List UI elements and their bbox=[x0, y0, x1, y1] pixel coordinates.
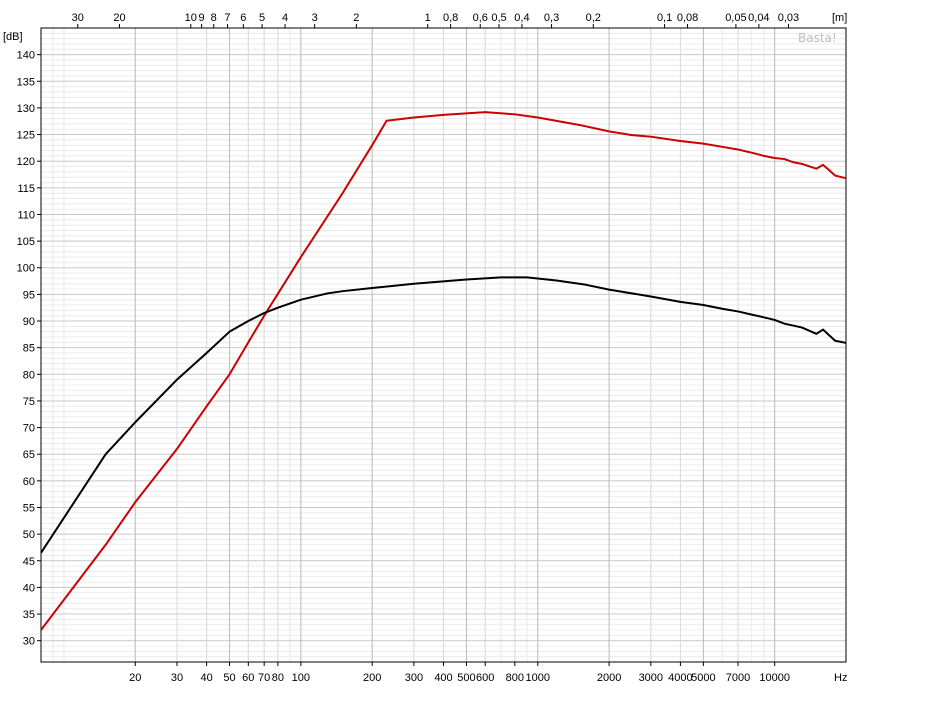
y-tick-label: 95 bbox=[23, 289, 35, 301]
y-tick-label: 110 bbox=[17, 209, 35, 221]
x-tick-label: 40 bbox=[200, 672, 212, 684]
x-tick-label: 50 bbox=[223, 672, 235, 684]
x-unit-label: Hz bbox=[834, 672, 847, 684]
top-tick-label: 0,03 bbox=[778, 12, 799, 24]
top-tick-label: 0,3 bbox=[544, 12, 559, 24]
x-tick-label: 4000 bbox=[668, 672, 692, 684]
top-tick-label: 0,08 bbox=[677, 12, 698, 24]
grid bbox=[40, 28, 847, 663]
y-tick-label: 65 bbox=[23, 449, 35, 461]
top-tick-label: 30 bbox=[72, 12, 84, 24]
y-tick-label: 130 bbox=[17, 103, 35, 115]
y-tick-label: 55 bbox=[23, 502, 35, 514]
x-tick-label: 500 bbox=[457, 672, 475, 684]
top-tick-label: 0,5 bbox=[491, 12, 506, 24]
y-unit-label: [dB] bbox=[3, 31, 23, 43]
x-tick-label: 80 bbox=[272, 672, 284, 684]
top-tick-label: 8 bbox=[211, 12, 217, 24]
top-tick-label: 3 bbox=[312, 12, 318, 24]
x-tick-label: 600 bbox=[476, 672, 494, 684]
top-tick-label: 6 bbox=[240, 12, 246, 24]
labels: [dB] Hz [m] Basta! 303540455055606570758… bbox=[3, 12, 847, 684]
x-tick-label: 100 bbox=[292, 672, 310, 684]
series-line-1 bbox=[41, 276, 846, 554]
top-tick-label: 9 bbox=[199, 12, 205, 24]
series-line-0 bbox=[41, 111, 846, 631]
x-tick-label: 70 bbox=[258, 672, 270, 684]
x-tick-label: 5000 bbox=[691, 672, 715, 684]
y-tick-label: 140 bbox=[17, 50, 35, 62]
top-tick-label: 0,6 bbox=[473, 12, 488, 24]
top-tick-label: 10 bbox=[185, 12, 197, 24]
y-tick-label: 30 bbox=[23, 636, 35, 648]
top-tick-label: 0,04 bbox=[748, 12, 769, 24]
y-tick-label: 120 bbox=[17, 156, 35, 168]
axes bbox=[37, 24, 847, 666]
top-tick-label: 4 bbox=[282, 12, 288, 24]
x-tick-label: 30 bbox=[171, 672, 183, 684]
y-tick-label: 75 bbox=[23, 396, 35, 408]
top-tick-label: 0,8 bbox=[443, 12, 458, 24]
y-tick-label: 85 bbox=[23, 343, 35, 355]
x-tick-label: 400 bbox=[434, 672, 452, 684]
y-tick-label: 115 bbox=[17, 183, 35, 195]
top-tick-label: 1 bbox=[425, 12, 431, 24]
x-tick-label: 1000 bbox=[526, 672, 550, 684]
top-tick-label: 5 bbox=[259, 12, 265, 24]
top-tick-label: 0,05 bbox=[725, 12, 746, 24]
top-tick-label: 20 bbox=[113, 12, 125, 24]
y-tick-label: 80 bbox=[23, 369, 35, 381]
y-tick-label: 125 bbox=[17, 130, 35, 142]
x-tick-label: 60 bbox=[242, 672, 254, 684]
y-tick-label: 40 bbox=[23, 582, 35, 594]
x-tick-label: 10000 bbox=[759, 672, 790, 684]
y-tick-label: 135 bbox=[17, 76, 35, 88]
y-tick-label: 35 bbox=[23, 609, 35, 621]
x-tick-label: 300 bbox=[405, 672, 423, 684]
series-layer bbox=[41, 111, 846, 631]
y-tick-label: 70 bbox=[23, 423, 35, 435]
y-tick-label: 50 bbox=[23, 529, 35, 541]
watermark: Basta! bbox=[798, 31, 837, 45]
y-tick-label: 45 bbox=[23, 556, 35, 568]
top-unit-label: [m] bbox=[832, 12, 847, 24]
y-tick-label: 105 bbox=[17, 236, 35, 248]
y-tick-label: 90 bbox=[23, 316, 35, 328]
top-tick-label: 2 bbox=[353, 12, 359, 24]
top-tick-label: 7 bbox=[224, 12, 230, 24]
x-tick-label: 200 bbox=[363, 672, 381, 684]
x-tick-label: 800 bbox=[506, 672, 524, 684]
x-tick-label: 3000 bbox=[639, 672, 663, 684]
x-tick-label: 20 bbox=[129, 672, 141, 684]
top-tick-label: 0,2 bbox=[586, 12, 601, 24]
top-tick-label: 0,1 bbox=[657, 12, 672, 24]
top-tick-label: 0,4 bbox=[514, 12, 529, 24]
plot-frame bbox=[40, 27, 847, 663]
y-tick-label: 100 bbox=[17, 263, 35, 275]
x-tick-label: 7000 bbox=[726, 672, 750, 684]
x-tick-label: 2000 bbox=[597, 672, 621, 684]
y-tick-label: 60 bbox=[23, 476, 35, 488]
